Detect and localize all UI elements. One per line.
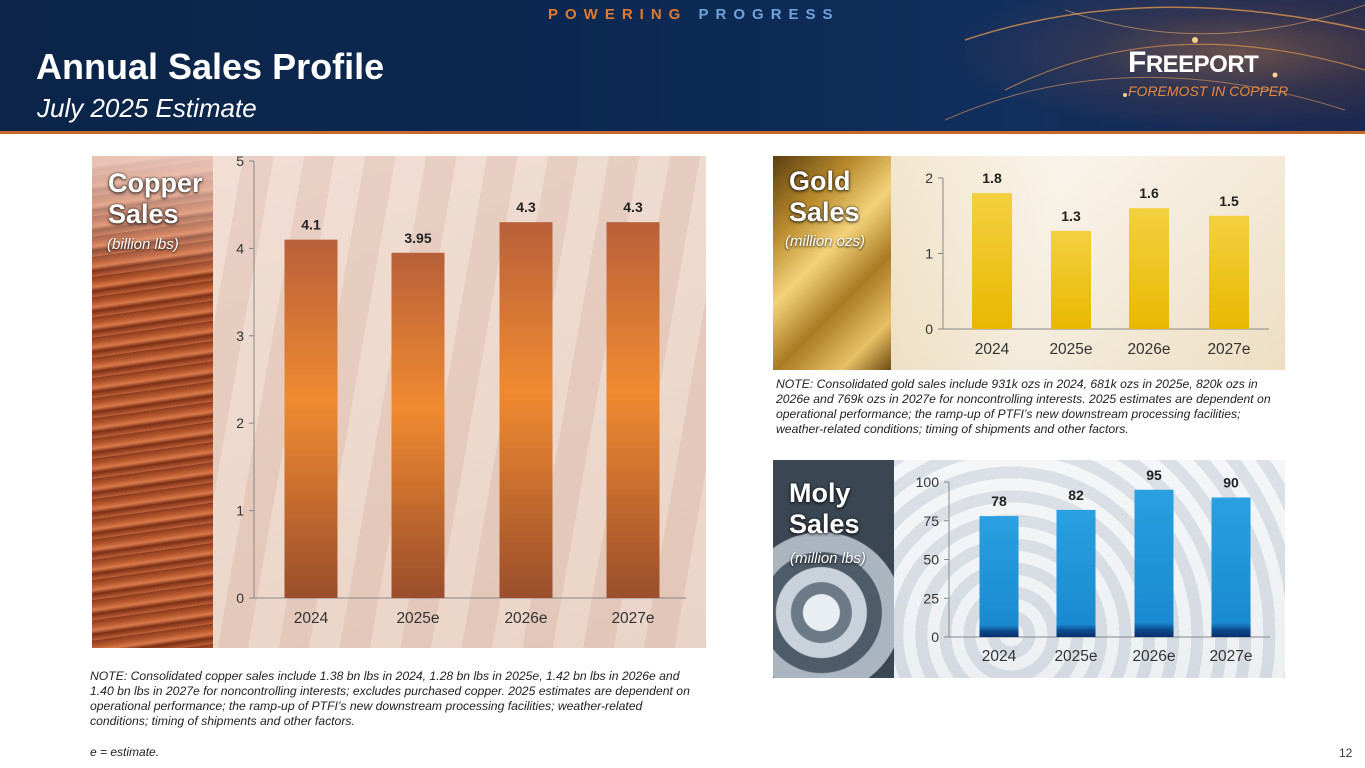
moly-category-label: 2027e <box>1209 648 1252 665</box>
moly-bar-2024 <box>979 516 1019 637</box>
gold-note: NOTE: Consolidated gold sales include 93… <box>776 377 1271 436</box>
copper-y-tick-label: 1 <box>236 503 244 519</box>
moly-rolls-photo <box>773 460 894 678</box>
moly-bar-2027e <box>1211 497 1251 637</box>
gold-data-label: 1.3 <box>1061 208 1081 224</box>
page-number: 12 <box>1339 746 1353 760</box>
copper-category-label: 2025e <box>396 610 439 627</box>
copper-y-tick-label: 5 <box>236 156 244 169</box>
copper-category-label: 2026e <box>504 610 547 627</box>
gold-bar-2024 <box>972 193 1012 329</box>
moly-sales-title: Moly Sales <box>789 478 860 539</box>
copper-data-label: 3.95 <box>404 230 431 246</box>
company-logo-tagline: FOREMOST IN COPPER <box>1128 83 1289 99</box>
moly-bar-2026e <box>1134 489 1174 637</box>
copper-data-label: 4.3 <box>623 199 643 215</box>
gold-data-label: 1.8 <box>982 170 1002 186</box>
copper-y-tick-label: 3 <box>236 328 244 344</box>
tagline: POWERING PROGRESS <box>548 6 840 23</box>
gold-category-label: 2027e <box>1207 341 1250 358</box>
gold-sales-unit: (million ozs) <box>785 233 866 250</box>
gold-y-tick-label: 0 <box>925 321 933 337</box>
gold-sales-panel: Gold Sales (million ozs) 0 1 2 1.8 2024 1.3 202… <box>773 156 1285 370</box>
moly-bar-2025e <box>1056 509 1096 637</box>
copper-sales-chart: 0 1 2 3 4 5 4.1 2024 3.95 2025e 4.3 2026e 4.3 2027e <box>236 156 686 627</box>
copper-bar-2024 <box>284 239 338 598</box>
copper-note: NOTE: Consolidated copper sales include … <box>90 669 690 728</box>
page-subtitle: July 2025 Estimate <box>37 93 257 123</box>
gold-sales-title: Gold Sales <box>789 166 860 227</box>
company-logo: FREEPORT <box>1128 46 1259 79</box>
moly-data-label: 78 <box>991 493 1007 509</box>
page-title: Annual Sales Profile <box>36 46 385 87</box>
estimate-footnote: e = estimate. <box>90 745 160 759</box>
gold-category-label: 2024 <box>975 341 1010 358</box>
copper-sales-panel: Copper Sales (billion lbs) 0 1 2 3 4 5 4.1 2024 3… <box>92 156 706 648</box>
copper-category-label: 2024 <box>294 610 329 627</box>
moly-sales-panel: Moly Sales (million lbs) 0 25 50 75 100 78 2024… <box>773 460 1285 678</box>
moly-data-label: 90 <box>1223 475 1239 491</box>
copper-bar-2025e <box>391 252 445 598</box>
copper-data-label: 4.3 <box>516 199 536 215</box>
gold-data-label: 1.6 <box>1139 185 1159 201</box>
copper-bar-2026e <box>499 222 553 598</box>
copper-y-tick-label: 4 <box>236 240 244 256</box>
network-arcs-graphic <box>945 4 1365 121</box>
gold-sales-chart: 0 1 2 1.8 2024 1.3 2025e 1.6 2026e 1.5 2027e <box>925 170 1269 358</box>
header-glow <box>945 0 1365 131</box>
moly-y-tick-label: 0 <box>931 629 939 645</box>
gold-y-tick-label: 1 <box>925 246 933 262</box>
moly-data-label: 95 <box>1146 467 1162 483</box>
moly-y-tick-label: 75 <box>923 513 939 529</box>
moly-category-label: 2026e <box>1132 648 1175 665</box>
moly-sales-chart: 0 25 50 75 100 78 2024 82 2025e 95 2026e 90 2027e <box>916 467 1270 665</box>
moly-category-label: 2024 <box>982 648 1017 665</box>
gold-bar-2025e <box>1051 230 1091 329</box>
moly-sales-unit: (million lbs) <box>790 550 866 567</box>
copper-bar-2027e <box>606 222 660 598</box>
copper-data-label: 4.1 <box>301 217 321 233</box>
gold-category-label: 2025e <box>1049 341 1092 358</box>
moly-data-label: 82 <box>1068 487 1084 503</box>
moly-y-tick-label: 50 <box>923 552 939 568</box>
copper-sales-unit: (billion lbs) <box>107 236 179 253</box>
moly-y-tick-label: 25 <box>923 590 939 606</box>
gold-category-label: 2026e <box>1127 341 1170 358</box>
copper-y-tick-label: 0 <box>236 590 244 606</box>
gold-bar-photo <box>773 156 891 370</box>
copper-category-label: 2027e <box>611 610 654 627</box>
copper-cathode-photo <box>92 156 213 648</box>
gold-bar-2026e <box>1129 208 1169 329</box>
header-banner: POWERING PROGRESS Annual Sales Profile J… <box>0 0 1365 134</box>
moly-y-tick-label: 100 <box>916 474 940 490</box>
gold-y-tick-label: 2 <box>925 170 933 186</box>
gold-data-label: 1.5 <box>1219 193 1239 209</box>
copper-sales-title: Copper Sales <box>108 168 203 229</box>
moly-category-label: 2025e <box>1054 648 1097 665</box>
copper-y-tick-label: 2 <box>236 415 244 431</box>
gold-bar-2027e <box>1209 215 1249 329</box>
